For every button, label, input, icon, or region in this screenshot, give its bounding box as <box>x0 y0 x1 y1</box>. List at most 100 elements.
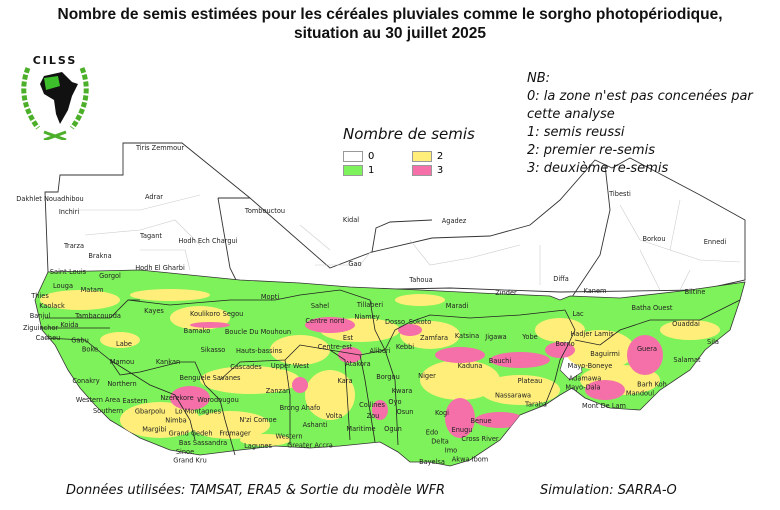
region-label: Grand Kru <box>173 457 207 465</box>
region-label: Labe <box>116 340 132 348</box>
note-item: 1: semis reussi <box>527 125 625 140</box>
region-label: Margibi <box>142 426 167 434</box>
map-title-line2: situation au 30 juillet 2025 <box>293 25 487 42</box>
region-label: Batha Ouest <box>632 304 673 312</box>
notes-header: NB: <box>527 71 551 86</box>
region-label: Mayo-Dala <box>565 384 600 392</box>
legend-swatch <box>411 165 432 176</box>
region-label: Mayo-Boneye <box>568 362 613 370</box>
class-3-patch <box>372 400 388 420</box>
legend-item: 2 <box>411 151 475 162</box>
region-label: Borgou <box>376 373 400 381</box>
region-label: Sila <box>707 338 719 346</box>
region-label: Kwara <box>392 387 413 395</box>
region-label: Alibori <box>370 347 391 355</box>
region-label: Gbarpolu <box>135 408 165 416</box>
region-label: Ouaddai <box>672 320 700 328</box>
region-label: Nassarawa <box>495 391 531 399</box>
class-2-patch <box>395 294 445 306</box>
region-label: Lagunes <box>244 442 272 450</box>
region-label: Katsina <box>455 332 479 340</box>
legend-swatch <box>343 165 363 176</box>
country-borders <box>40 289 741 456</box>
legend-item: 1 <box>343 165 406 176</box>
region-label: Mont De Lam <box>582 402 626 410</box>
region-label: Tillaberi <box>356 301 383 309</box>
region-label: Benguele Savanes <box>179 374 241 382</box>
region-label: Western <box>275 432 302 440</box>
region-label: Segou <box>223 310 244 318</box>
region-label: Kanem <box>584 287 607 295</box>
region-label: Bauchi <box>489 357 512 365</box>
region-label: Nimba <box>165 416 186 424</box>
region-label: Sahel <box>311 302 329 310</box>
region-label: Collines <box>359 401 385 409</box>
class-3-patch <box>190 322 230 328</box>
region-label: Tibesti <box>608 190 631 198</box>
region-label: Atakora <box>345 360 370 368</box>
region-label: Northern <box>107 380 136 388</box>
region-label: Grand Gedeh <box>169 430 213 438</box>
region-label: Oyo <box>388 398 401 406</box>
legend-label: 2 <box>436 151 444 162</box>
region-label: Gabu <box>71 336 89 344</box>
region-label: Imo <box>445 447 457 455</box>
region-label: Sikasso <box>201 346 226 354</box>
class-3-patch <box>490 352 550 368</box>
region-label: Sokoto <box>409 318 431 326</box>
region-label: Koida <box>60 321 78 329</box>
notes-box: NB: 0: la zone n'est pas concenées par c… <box>527 70 767 178</box>
region-label: Osun <box>397 408 414 416</box>
region-label: Southern <box>93 407 123 415</box>
legend-title: Nombre de semis <box>343 125 475 143</box>
simulation-note: Simulation: SARRA-O <box>540 483 677 498</box>
region-label: Tahoua <box>408 276 432 284</box>
class-2-patch <box>200 366 300 394</box>
region-label: Brakna <box>88 252 111 260</box>
region-label: Brong Ahafo <box>280 404 321 412</box>
region-label: Maritime <box>346 425 375 433</box>
region-label: Delta <box>431 437 449 445</box>
region-label: Mopti <box>261 293 279 301</box>
region-label: Tiris Zemmour <box>135 144 184 152</box>
region-label: Kayes <box>144 307 164 315</box>
region-label: Lac <box>572 310 584 318</box>
region-label: Kara <box>337 377 352 385</box>
legend-swatch <box>343 151 363 162</box>
region-label: Saint-Louis <box>50 268 87 276</box>
region-label: Bamako <box>184 327 211 335</box>
map-title-line1: Nombre de semis estimées pour les céréal… <box>57 6 723 23</box>
region-label: Barh Koh <box>637 380 667 388</box>
class-2-patch <box>480 375 560 405</box>
legend-swatch <box>411 151 432 162</box>
region-label: Biltine <box>685 288 706 296</box>
region-label: Dosso <box>385 318 405 326</box>
region-label: Borno <box>555 340 574 348</box>
legend-item: 3 <box>411 165 475 176</box>
region-label: Western Area <box>76 396 120 404</box>
region-label: Zanzan <box>266 387 290 395</box>
region-label: Centre-est <box>318 343 353 351</box>
region-label: Kidal <box>343 216 359 224</box>
region-label: Yobe <box>521 333 537 341</box>
class-3-patch <box>585 380 625 400</box>
region-label: Dakhlet Nouadhibou <box>16 195 83 203</box>
region-labels: Tiris Zemmour Adrar Dakhlet Nouadhibou Inch… <box>16 144 726 466</box>
class-2-patch <box>240 434 290 446</box>
region-label: Borkou <box>642 235 665 243</box>
class-2-patch <box>130 289 210 301</box>
class-3-patch <box>445 398 475 438</box>
region-label: Cross River <box>461 435 499 443</box>
region-label: Diffa <box>553 275 569 283</box>
region-label: Adamawa <box>569 374 602 382</box>
admin-borders-north <box>60 194 741 291</box>
region-label: Plateau <box>518 377 543 385</box>
region-label: Niamey <box>354 313 379 321</box>
region-label: Koulikoro <box>190 310 220 318</box>
cilss-logo: CILSS <box>21 54 89 140</box>
legend-label: 3 <box>436 165 444 176</box>
region-label: Inchiri <box>59 208 79 216</box>
class-3-patch <box>305 317 355 333</box>
region-label: Zou <box>367 412 380 420</box>
